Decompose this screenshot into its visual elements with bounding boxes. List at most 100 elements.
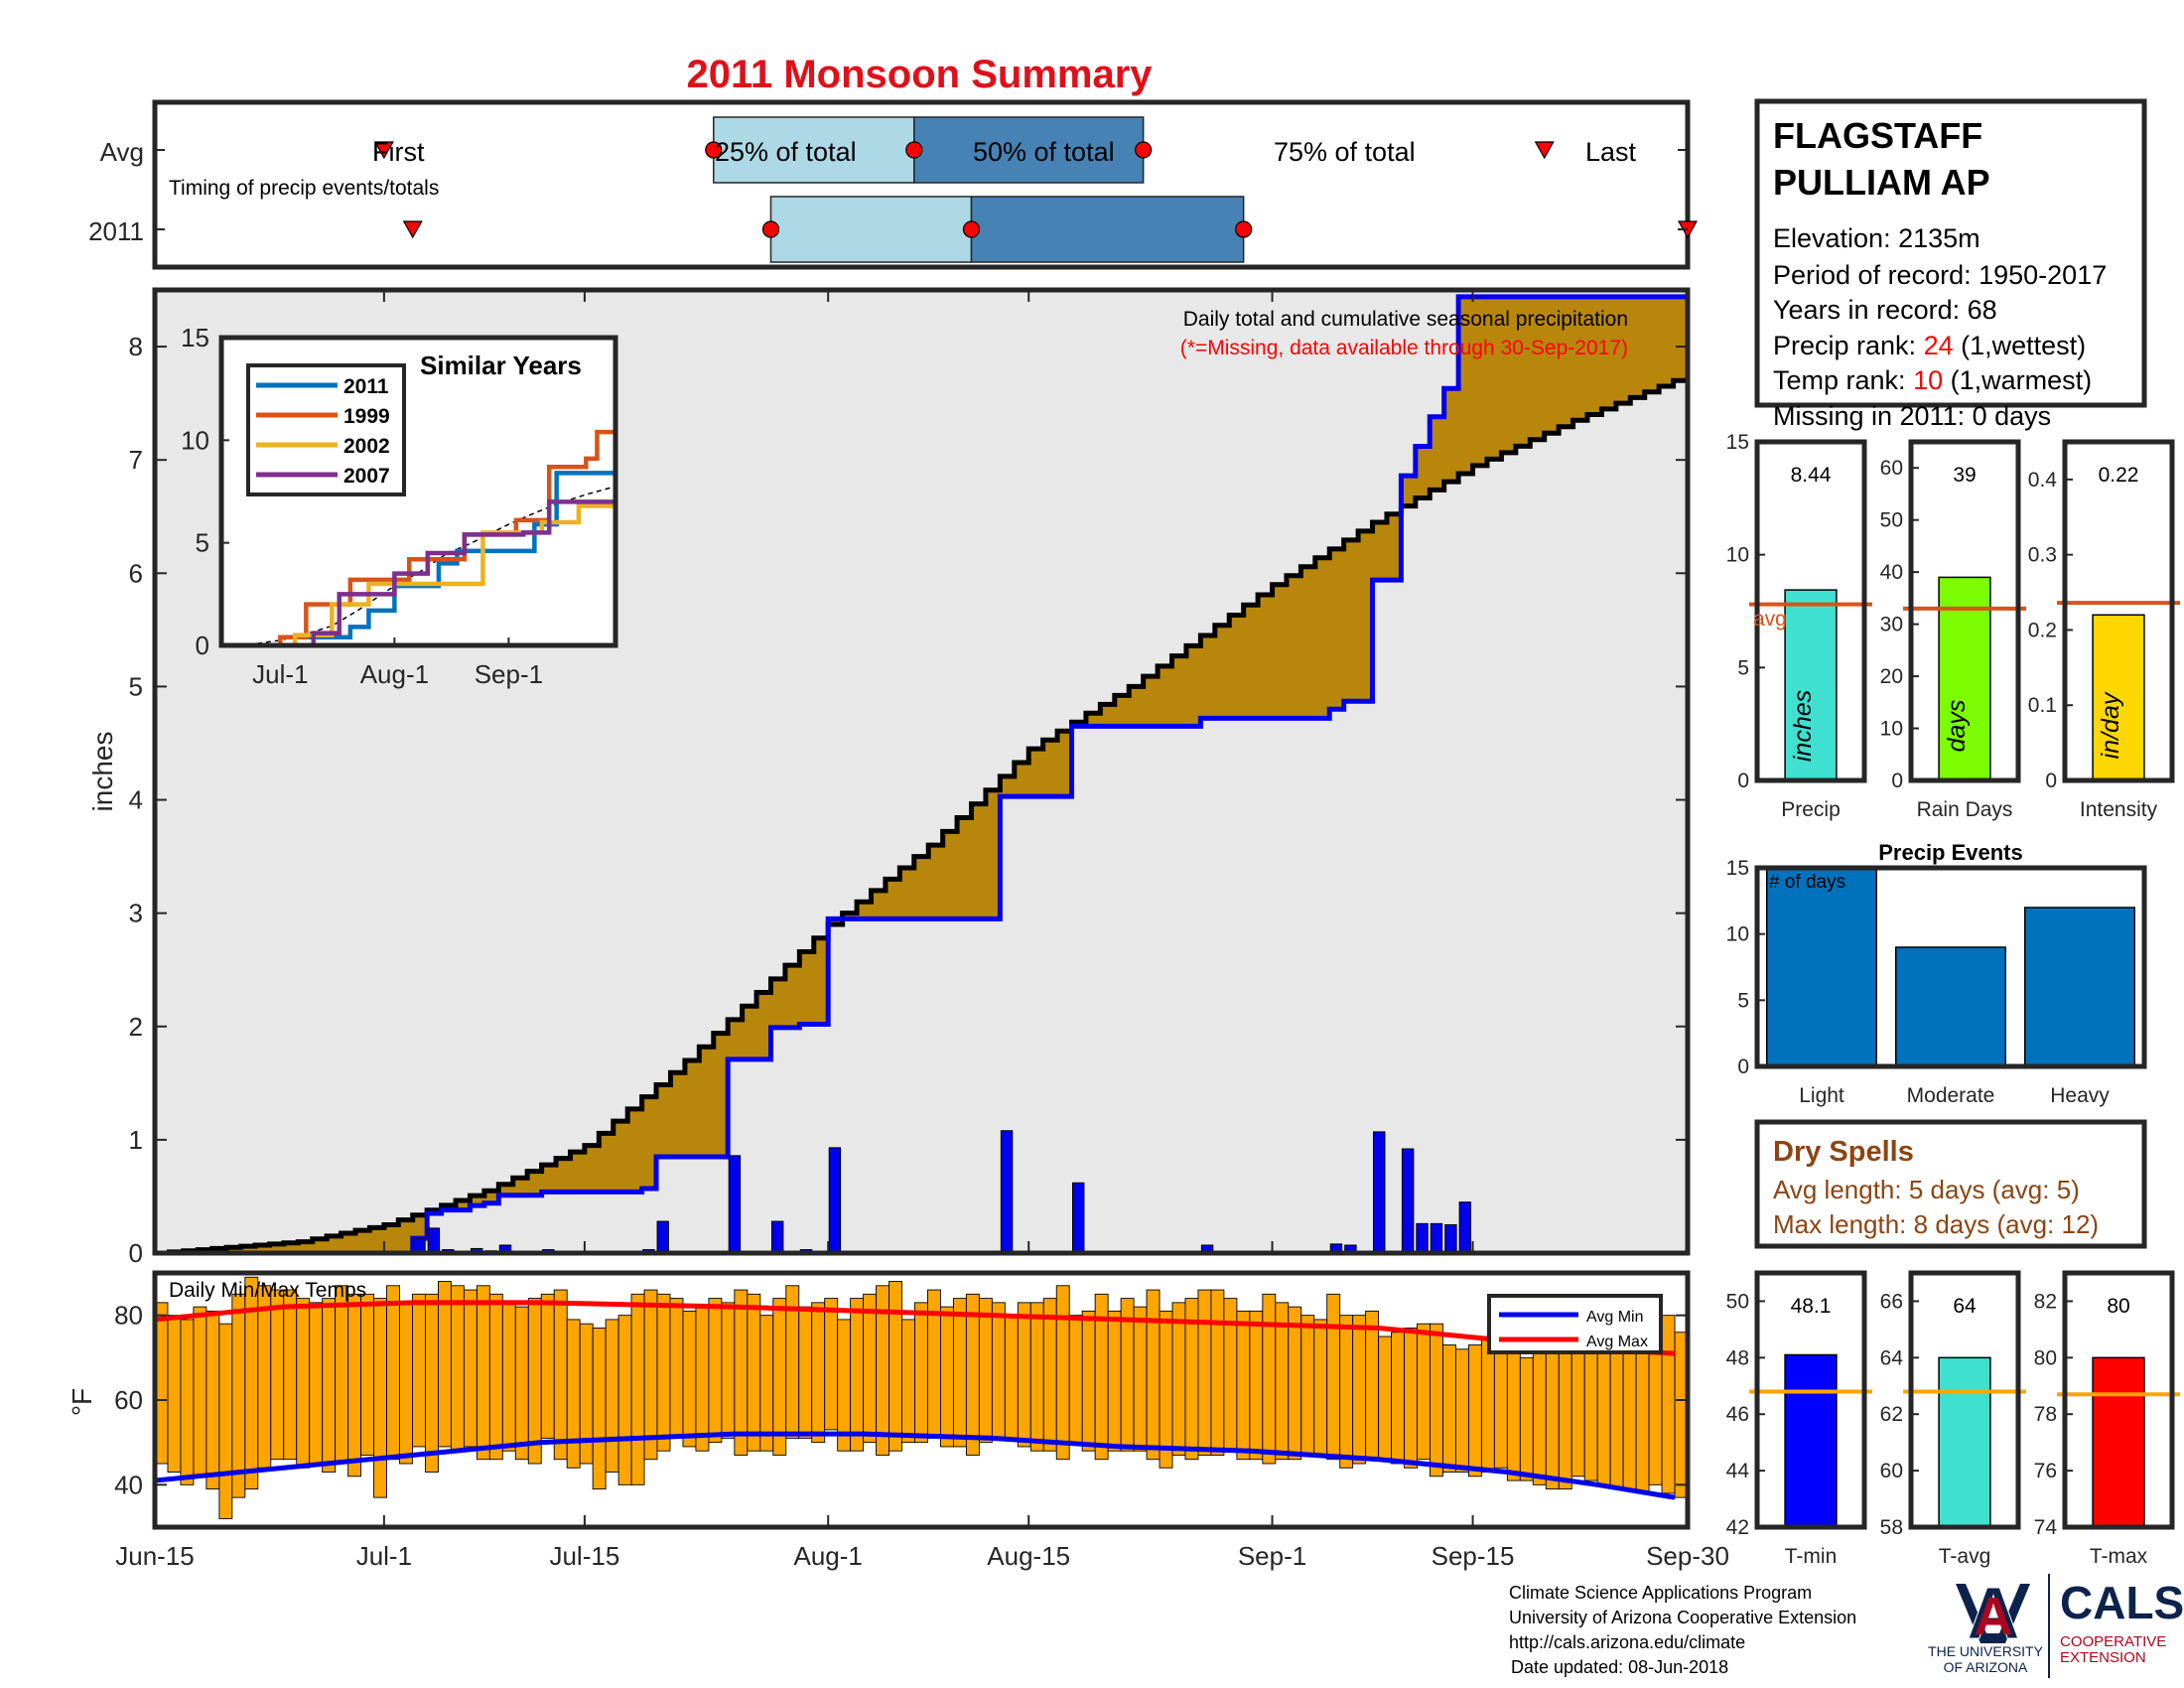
intensity-frame [2062, 439, 2175, 783]
temp-range-bar [386, 1285, 400, 1461]
y-tick-label: 1 [129, 1125, 143, 1155]
x-tick-label: Aug-15 [987, 1541, 1070, 1571]
temp-range-bar [1455, 1348, 1469, 1473]
dry-spells-title: Dry Spells [1773, 1136, 1914, 1168]
temp-range-bar [1029, 1302, 1044, 1452]
intensity-category: Intensity [2080, 798, 2158, 821]
temp-range-bar [553, 1289, 568, 1461]
rain-days-bar [1938, 576, 1991, 781]
daily-precip-bar [427, 1227, 441, 1254]
temp-range-bar [540, 1293, 555, 1439]
temp-range-bar [1146, 1289, 1160, 1461]
x-tick-label: Jun-15 [115, 1541, 195, 1571]
intensity-tick-label: 0 [2045, 770, 2057, 792]
similar-years-inset: 0 5 10 15 Jul-1 Aug-1 Sep-1 Similar Years 2011… [181, 323, 618, 689]
rain-days-tick-label: 40 [1880, 561, 1903, 584]
tmax-tick-label: 80 [2034, 1346, 2057, 1369]
temp-range-bar [1262, 1293, 1277, 1465]
temp-range-bar [617, 1315, 632, 1485]
event-bar-moderate [1895, 946, 2006, 1067]
year-q2-box [970, 196, 1245, 263]
legend-label-2011: 2011 [343, 375, 389, 398]
events-inside-label: # of days [1769, 872, 1845, 893]
temp-range-bar [527, 1298, 542, 1465]
temp-range-bar [257, 1285, 272, 1469]
tmin-tick-label: 50 [1726, 1290, 1749, 1313]
precip-frame [152, 287, 1691, 1256]
inset-y-label: 5 [196, 528, 209, 558]
y-tick-label: 0 [129, 1238, 143, 1268]
x-tick-label: Sep-30 [1646, 1541, 1729, 1571]
temp-range-bar [1300, 1315, 1315, 1456]
temp-range-bar [1339, 1315, 1354, 1469]
temp-range-bar [952, 1298, 967, 1448]
rain-days-tick-label: 50 [1880, 509, 1903, 532]
svg-text:A: A [1975, 1587, 2013, 1646]
temp-range-bar [335, 1285, 349, 1465]
temp-range-bar [1442, 1344, 1456, 1473]
temp-range-bar [1055, 1285, 1070, 1461]
temp-range-bar [322, 1298, 337, 1473]
precip-unit: inches [1789, 690, 1817, 762]
similar-years-title: Similar Years [420, 351, 582, 380]
temp-range-bar [1171, 1302, 1186, 1456]
temp-range-bar [1417, 1323, 1431, 1461]
temp-range-bar [437, 1281, 452, 1448]
temp-range-bar [1378, 1336, 1393, 1461]
footer: Climate Science Applications Program Uni… [1509, 1572, 2184, 1678]
temp-range-bar [1159, 1310, 1173, 1469]
y-tick-label: 3 [129, 899, 143, 928]
x-tick-label: Jul-1 [356, 1541, 412, 1571]
inset-x-label: Jul-1 [252, 659, 308, 689]
below-fill [155, 380, 1688, 1253]
events-tick-label: 10 [1726, 923, 1749, 946]
temp-range-bar [1004, 1315, 1019, 1439]
temp-range-bar [1352, 1315, 1367, 1465]
precip-bar [1784, 589, 1838, 781]
temp-range-bar [309, 1302, 324, 1465]
logo-line-2: OF ARIZONA [1944, 1659, 2028, 1675]
temp-range-bar [592, 1328, 607, 1490]
temp-range-bar [167, 1315, 182, 1473]
x-tick-label: Sep-1 [1238, 1541, 1306, 1571]
timing-row-2011: 2011 [88, 216, 144, 246]
missing-note: (*=Missing, data available through 30-Se… [1180, 337, 1628, 359]
tmax-tick-label: 78 [2034, 1403, 2057, 1426]
legend-label-1999: 1999 [343, 405, 390, 428]
cals-coop-1: COOPERATIVE [2060, 1633, 2166, 1650]
inset-x-label: Sep-1 [475, 659, 543, 689]
temp-range-bar [1430, 1323, 1443, 1477]
footer-line-1: Climate Science Applications Program [1509, 1583, 1812, 1603]
precip-events-chart: Precip Events Light Moderate Heavy 0 5 10 15 # o… [1726, 840, 2147, 1107]
tavg-tick-label: 66 [1880, 1290, 1903, 1313]
tmax-tick-label: 74 [2034, 1516, 2058, 1539]
tmax-tick-label: 76 [2034, 1460, 2057, 1482]
temp-range-bar [605, 1319, 619, 1473]
tmin-tick-label: 46 [1726, 1403, 1749, 1426]
temp-range-bar [747, 1293, 761, 1452]
dry-spells-frame [1754, 1119, 2147, 1249]
temp-range-bar [360, 1293, 375, 1456]
intensity-tick-label: 0.2 [2028, 619, 2057, 641]
station-precip-rank: Precip rank: 24 (1,wettest) [1773, 331, 2086, 360]
daily-precip-bar [656, 1220, 669, 1254]
station-name-2: PULLIAM AP [1773, 162, 1990, 203]
temp-y-label: 60 [114, 1385, 143, 1415]
label-50: 50% of total [973, 137, 1115, 167]
temp-range-bar [476, 1285, 490, 1461]
temp-range-bar [270, 1289, 285, 1461]
temps-title: Daily Min/Max Temps [169, 1279, 366, 1302]
rain-days-value: 39 [1953, 464, 1976, 487]
events-frame [1754, 865, 2147, 1069]
rain-days-unit: days [1943, 700, 1971, 753]
legend-label-2002: 2002 [343, 435, 390, 458]
temp-range-bar [695, 1306, 710, 1452]
label-75: 75% of total [1274, 137, 1416, 167]
events-tick-label: 5 [1737, 989, 1749, 1012]
temp-range-bar [1081, 1310, 1096, 1452]
precip-value: 8.44 [1791, 464, 1832, 487]
precip-stat-bars: 0 5 10 15 8.44 inches Precip avg 0 10 20 30 40 50 60 39… [1726, 431, 2180, 821]
temp-range-bar [1236, 1310, 1251, 1461]
daily-precip-bar [1072, 1182, 1085, 1254]
